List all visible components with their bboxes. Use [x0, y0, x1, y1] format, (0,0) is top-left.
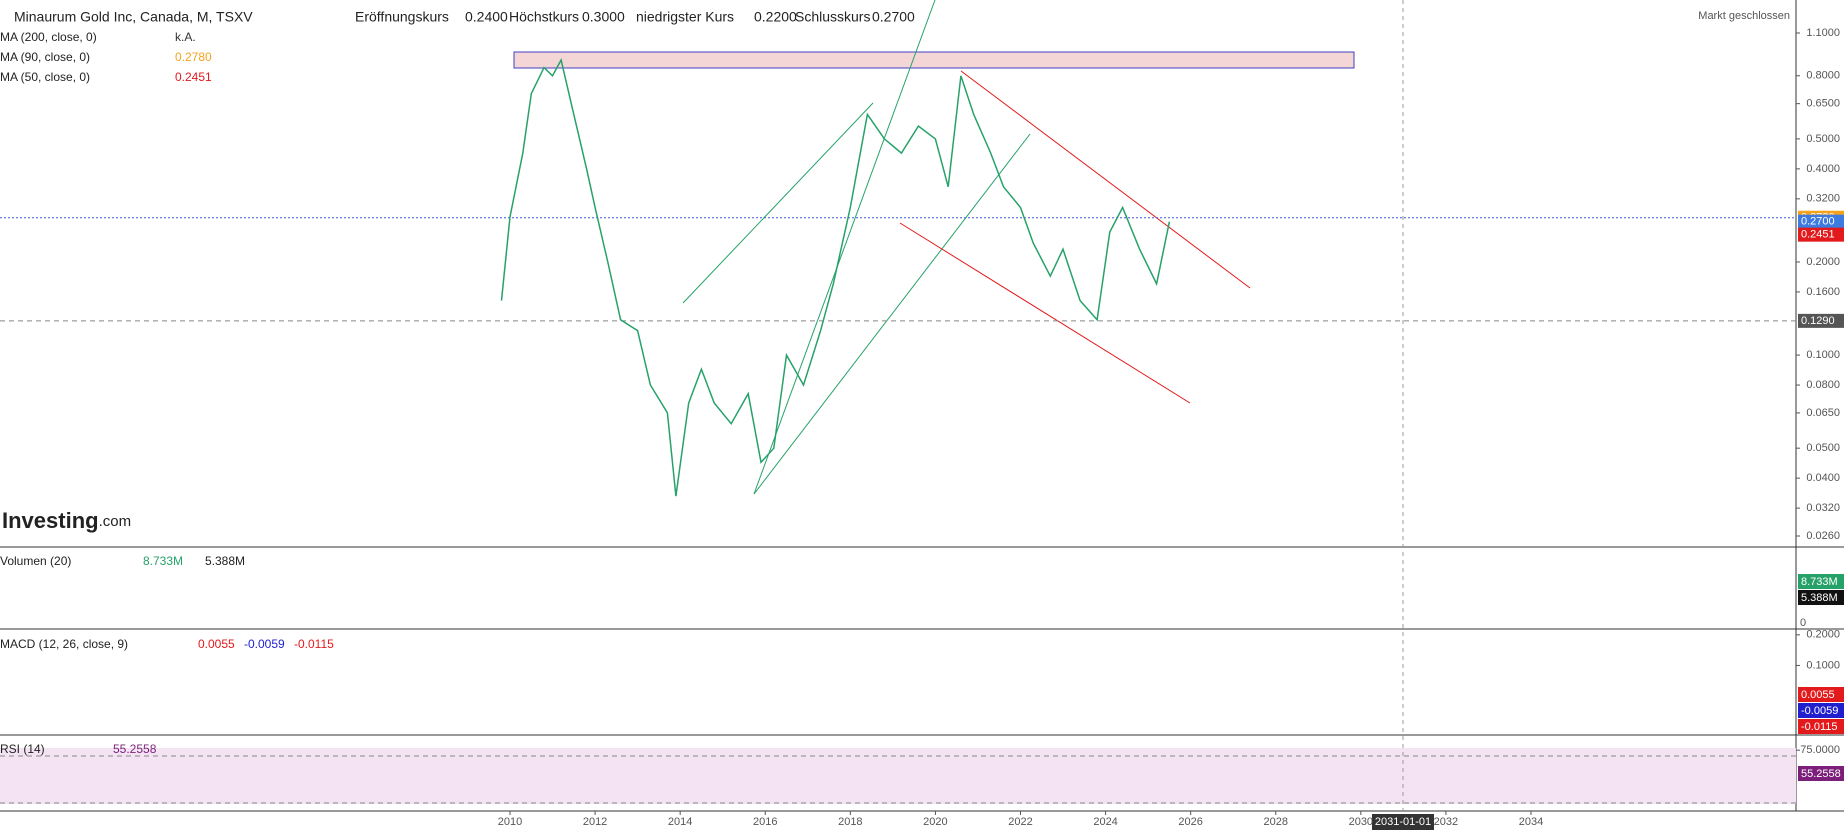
price-tag-label: 0.2451 — [1801, 229, 1835, 241]
market-status: Markt geschlossen — [1698, 10, 1790, 22]
macd-value: -0.0115 — [294, 637, 334, 651]
price-tag — [1798, 227, 1844, 242]
macd-tag-label: -0.0115 — [1801, 721, 1838, 733]
macd-value: 0.0055 — [198, 637, 235, 651]
rsi-tag-label: 55.2558 — [1801, 768, 1841, 780]
x-tick-label: 2012 — [583, 816, 607, 828]
volume-tag-label: 5.388M — [1801, 592, 1838, 604]
rsi-tag — [1798, 766, 1844, 781]
y-tick-label: 0.0400 — [1806, 472, 1840, 484]
crosshair-tag — [1372, 814, 1434, 830]
macd-tag — [1798, 703, 1844, 718]
rsi-tick-label: 75.0000 — [1800, 744, 1840, 756]
macd-value: -0.0059 — [244, 637, 285, 651]
open-value: 0.2400 — [465, 9, 508, 25]
indicator-value: 0.2451 — [175, 70, 212, 84]
low-value: 0.2200 — [754, 9, 797, 25]
close-label: Schlusskurs — [795, 9, 870, 25]
volume-name: Volumen (20) — [0, 554, 71, 568]
x-tick-label: 2020 — [923, 816, 947, 828]
macd-tick-label: 0.2000 — [1806, 629, 1840, 641]
trendline — [753, 133, 1031, 495]
volume-tag — [1798, 574, 1844, 589]
volume-value: 8.733M — [143, 554, 183, 568]
trendline — [682, 102, 874, 304]
trendline — [960, 70, 1251, 289]
y-tick-label: 0.1600 — [1806, 286, 1840, 298]
macd-tag — [1798, 687, 1844, 702]
y-tick-label: 0.0320 — [1806, 502, 1840, 514]
symbol-title: Minaurum Gold Inc, Canada, M, TSXV — [14, 9, 253, 25]
crosshair-label: 2031-01-01 — [1375, 816, 1431, 828]
close-value: 0.2700 — [872, 9, 915, 25]
macd-tag-label: 0.0055 — [1801, 689, 1835, 701]
price-line — [500, 57, 1171, 497]
macd-tick-label: 0.1000 — [1806, 659, 1840, 671]
trendline — [899, 222, 1191, 404]
y-tick-label: 0.0650 — [1806, 407, 1840, 419]
volume-value: 5.388M — [205, 554, 245, 568]
x-tick-label: 2018 — [838, 816, 862, 828]
trendline — [753, 0, 936, 495]
high-value: 0.3000 — [582, 9, 625, 25]
y-tick-label: 0.8000 — [1806, 70, 1840, 82]
open-label: Eröffnungskurs — [355, 9, 449, 25]
y-tick-label: 0.2000 — [1806, 256, 1840, 268]
indicator-value: k.A. — [175, 30, 196, 44]
y-tick-label: 0.0500 — [1806, 442, 1840, 454]
y-tick-label: 0.6500 — [1806, 98, 1840, 110]
macd-tag-label: -0.0059 — [1801, 705, 1838, 717]
macd-name: MACD (12, 26, close, 9) — [0, 637, 128, 651]
y-tick-label: 0.1000 — [1806, 349, 1840, 361]
resistance-zone — [513, 51, 1355, 69]
rsi-band — [0, 748, 1796, 804]
low-label: niedrigster Kurs — [636, 9, 734, 25]
rsi-value: 55.2558 — [113, 742, 157, 756]
volume-tag-label: 8.733M — [1801, 576, 1838, 588]
y-tick-label: 0.4000 — [1806, 163, 1840, 175]
indicator-name: MA (50, close, 0) — [0, 70, 90, 84]
x-tick-label: 2022 — [1008, 816, 1032, 828]
volume-tag — [1798, 590, 1844, 605]
x-tick-label: 2030 — [1349, 816, 1373, 828]
price-tag-label: 0.1290 — [1801, 315, 1835, 327]
x-tick-label: 2024 — [1093, 816, 1117, 828]
y-tick-label: 1.1000 — [1806, 27, 1840, 39]
price-tag — [1798, 313, 1844, 328]
price-tag-label: 0.2700 — [1801, 216, 1835, 228]
x-tick-label: 2028 — [1264, 816, 1288, 828]
x-tick-label: 2016 — [753, 816, 777, 828]
high-label: Höchstkurs — [509, 9, 579, 25]
indicator-name: MA (90, close, 0) — [0, 50, 90, 64]
y-tick-label: 0.0800 — [1806, 379, 1840, 391]
volume-tick-label: 0 — [1800, 617, 1806, 629]
x-tick-label: 2014 — [668, 816, 692, 828]
indicator-value: 0.2780 — [175, 50, 212, 64]
x-tick-label: 2026 — [1178, 816, 1202, 828]
rsi-name: RSI (14) — [0, 742, 45, 756]
x-tick-label: 2034 — [1519, 816, 1543, 828]
y-tick-label: 0.0260 — [1806, 530, 1840, 542]
indicator-name: MA (200, close, 0) — [0, 30, 97, 44]
x-tick-label: 2032 — [1434, 816, 1458, 828]
x-tick-label: 2010 — [498, 816, 522, 828]
y-tick-label: 0.5000 — [1806, 133, 1840, 145]
y-tick-label: 0.3200 — [1806, 193, 1840, 205]
macd-tag — [1798, 719, 1844, 734]
logo: Investing.com — [2, 508, 131, 533]
price-tag — [1798, 214, 1844, 229]
